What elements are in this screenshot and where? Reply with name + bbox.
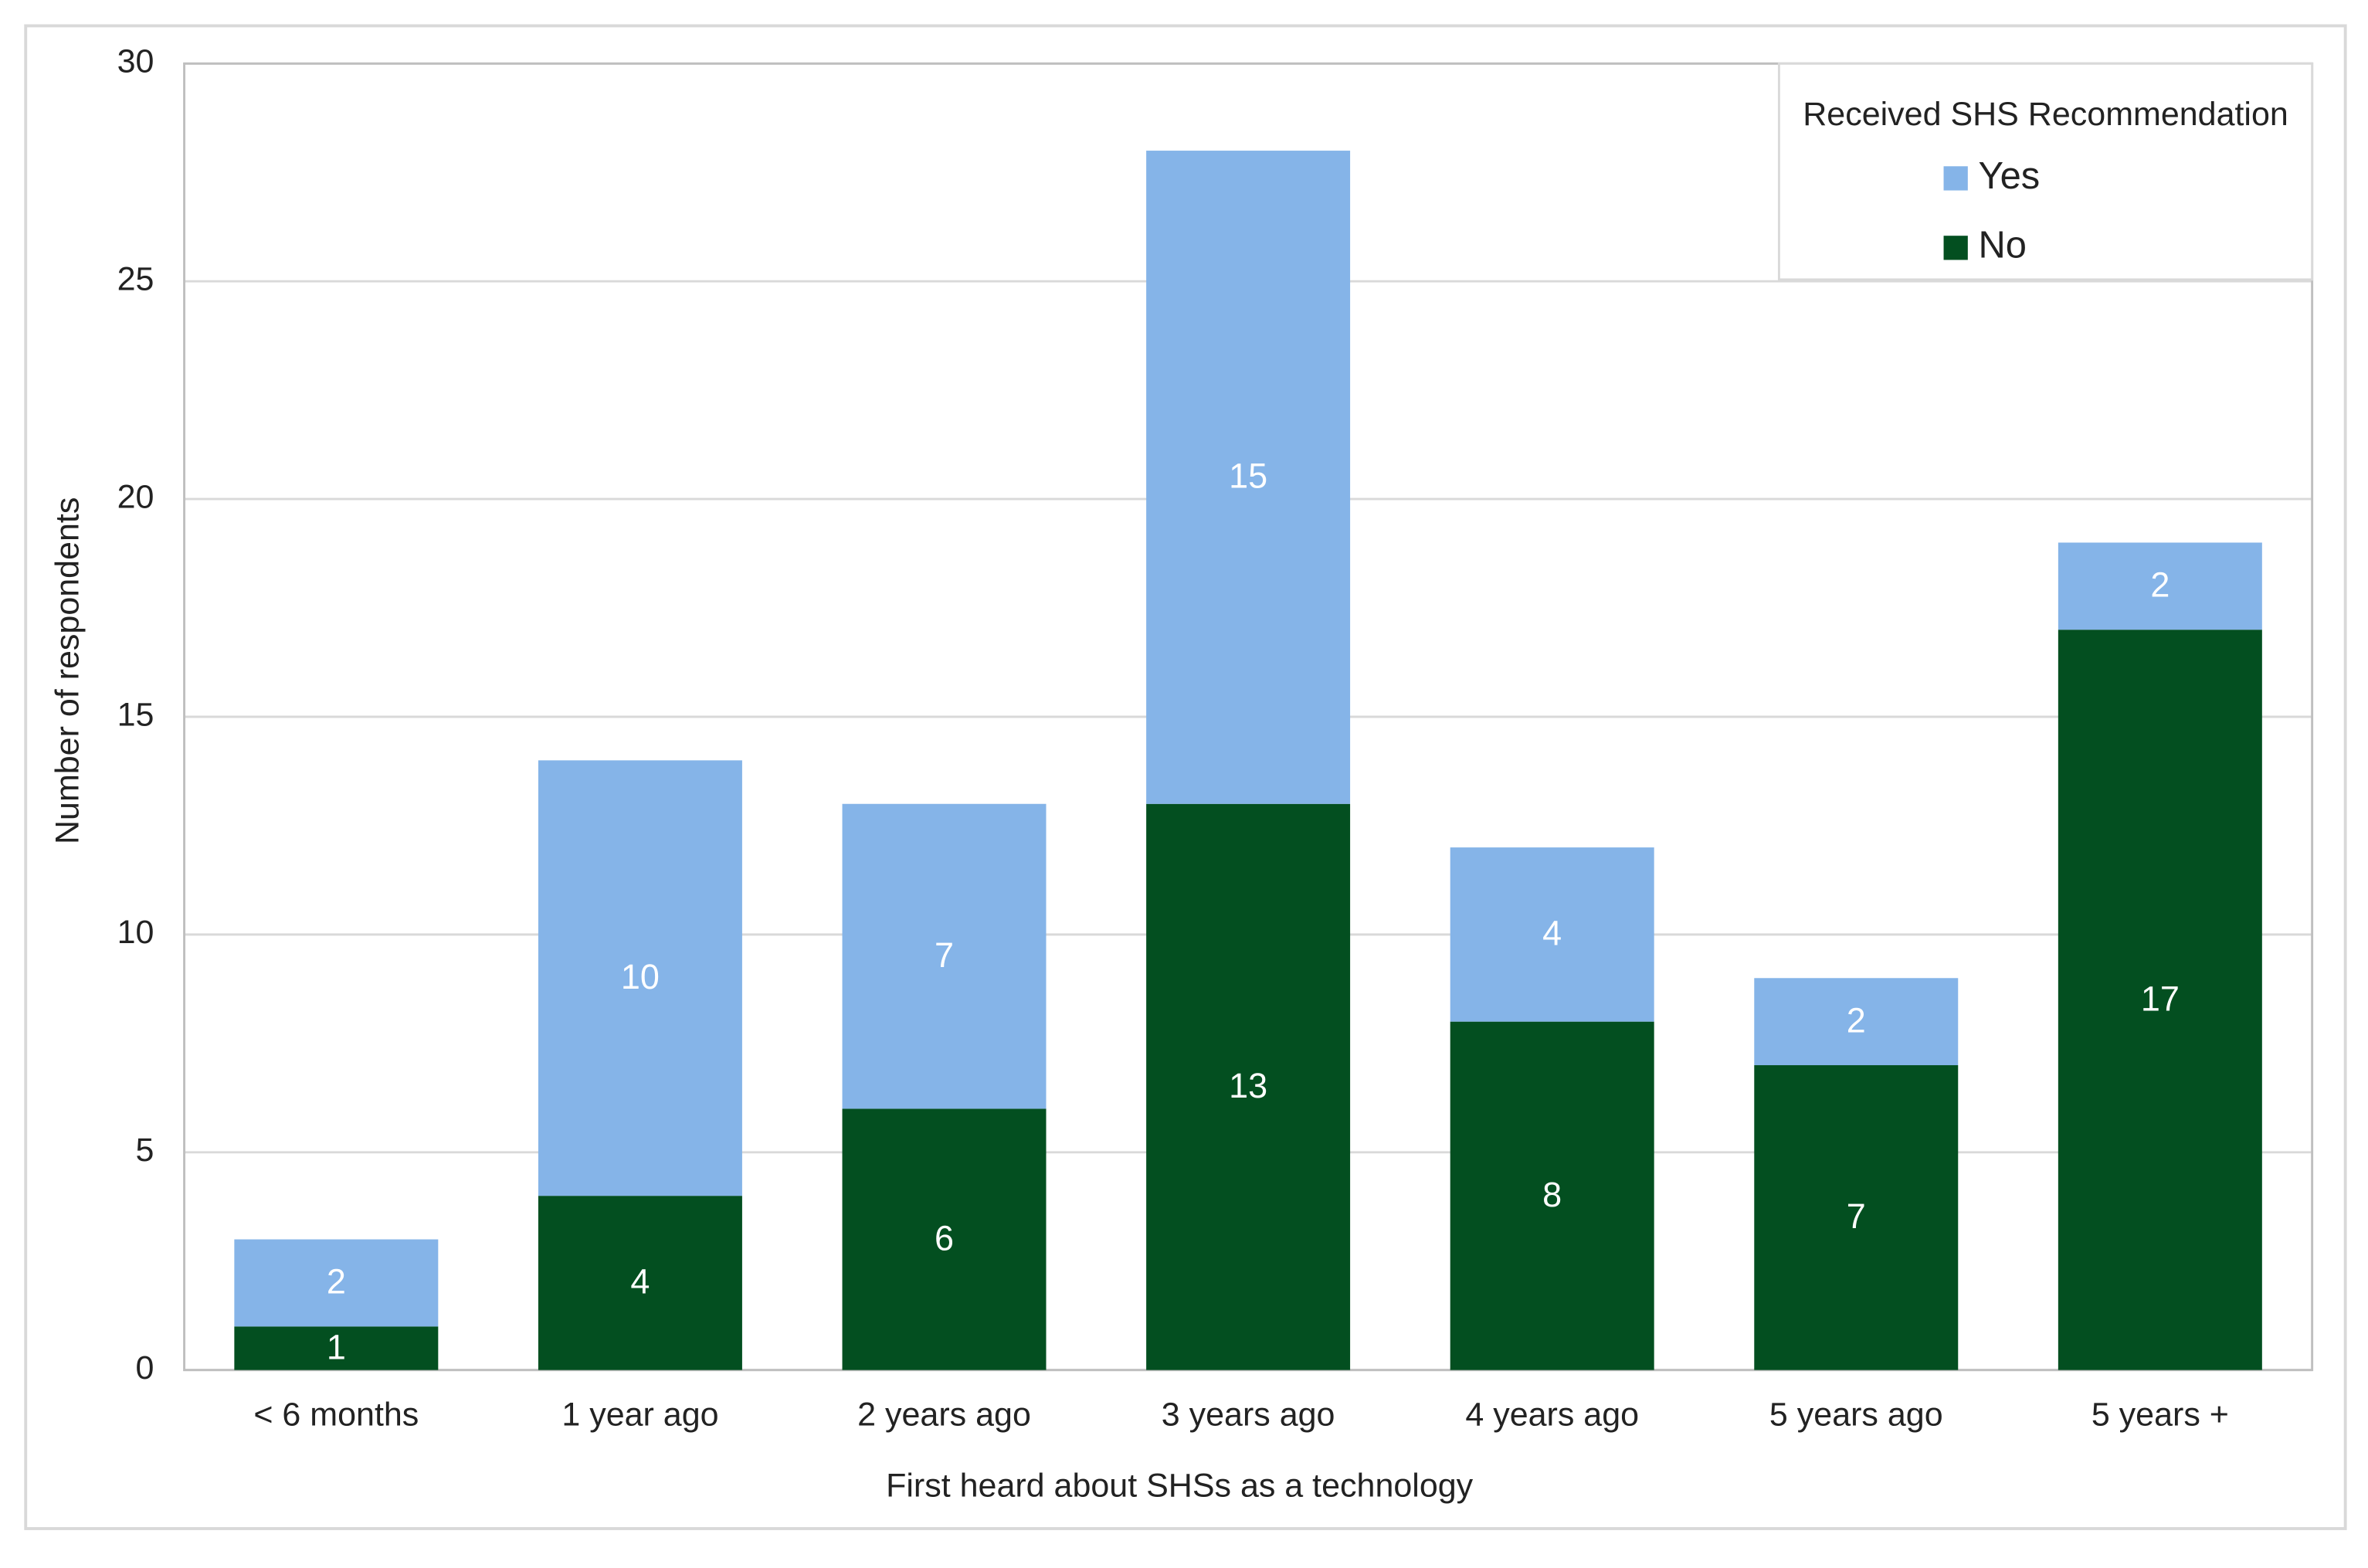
x-axis-label: First heard about SHSs as a technology (886, 1468, 1474, 1505)
data-label: 15 (1229, 456, 1267, 496)
bar-segment (1450, 1021, 1654, 1370)
x-tick-label: 1 year ago (561, 1397, 718, 1434)
y-tick-label: 20 (117, 478, 154, 515)
bar-segment (234, 1239, 439, 1327)
data-label: 17 (2141, 979, 2180, 1018)
legend-label: No (1979, 225, 2027, 266)
data-label: 13 (1229, 1066, 1267, 1105)
legend-title: Received SHS Recommendation (1803, 96, 2288, 133)
bar-segment (1450, 847, 1654, 1022)
y-tick-label: 5 (136, 1132, 154, 1169)
y-axis-label: Number of respondents (49, 497, 86, 844)
bar-segment (1146, 151, 1351, 804)
bar-segment (1754, 1065, 1959, 1370)
data-label: 7 (1847, 1196, 1866, 1236)
data-label: 2 (2150, 565, 2170, 605)
legend-box (1777, 62, 2314, 281)
data-label: 7 (935, 935, 954, 975)
x-tick-label: 5 years ago (1769, 1397, 1943, 1434)
bar-segment (538, 760, 742, 1196)
data-label: 2 (327, 1262, 346, 1302)
bar-segment (842, 803, 1047, 1109)
x-tick-label: 5 years + (2092, 1397, 2229, 1434)
y-tick-label: 25 (117, 261, 154, 298)
legend-swatch (1943, 166, 1968, 191)
bar-segment (2058, 630, 2262, 1370)
bar-segment (538, 1196, 742, 1370)
legend-label: Yes (1979, 155, 2041, 197)
data-label: 2 (1847, 1000, 1866, 1040)
data-label: 4 (1542, 914, 1562, 953)
legend-swatch (1943, 236, 1968, 260)
x-tick-label: 4 years ago (1465, 1397, 1639, 1434)
bar-segment (234, 1326, 439, 1370)
data-label: 4 (630, 1262, 650, 1302)
bar-segment (842, 1108, 1047, 1370)
bar-segment (1146, 803, 1351, 1370)
x-tick-label: 3 years ago (1162, 1397, 1335, 1434)
data-label: 6 (935, 1218, 954, 1257)
data-label: 10 (621, 957, 660, 996)
data-label: 8 (1542, 1175, 1562, 1214)
y-tick-label: 15 (117, 696, 154, 733)
y-tick-label: 30 (117, 43, 154, 80)
x-tick-label: 2 years ago (857, 1397, 1031, 1434)
data-label: 1 (327, 1327, 346, 1366)
bar-segment (1754, 978, 1959, 1066)
y-tick-label: 10 (117, 914, 154, 951)
y-tick-label: 0 (136, 1349, 154, 1386)
bar-segment (2058, 542, 2262, 630)
x-tick-label: < 6 months (253, 1397, 419, 1434)
